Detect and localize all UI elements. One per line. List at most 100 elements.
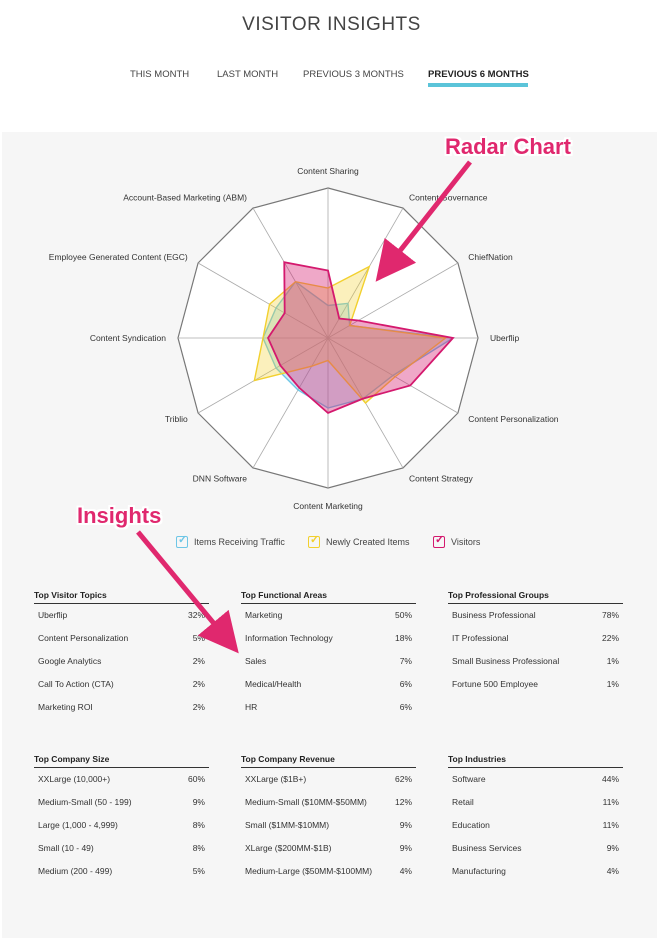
table-row: Uberflip 32%	[34, 604, 209, 627]
row-value: 11%	[602, 820, 619, 830]
radar-spoke	[197, 337, 329, 414]
radar-axis-label: Content Strategy	[409, 473, 474, 483]
radar-spoke	[197, 262, 329, 339]
radar-axis-label: Content Marketing	[293, 501, 363, 511]
table-top-company-size: Top Company Size XXLarge (10,000+) 60% Me…	[34, 754, 209, 883]
row-value: 8%	[192, 820, 205, 830]
legend-label: Items Receiving Traffic	[194, 537, 285, 547]
table-row: Medical/Health 6%	[241, 673, 416, 696]
row-label: Content Personalization	[38, 633, 129, 643]
row-value: 6%	[399, 702, 412, 712]
row-value: 9%	[192, 797, 205, 807]
table-row: Medium-Small ($10MM-$50MM) 12%	[241, 791, 416, 814]
row-value: 9%	[399, 843, 412, 853]
radar-chart-annotation: Radar Chart	[445, 134, 571, 159]
row-label: XXLarge ($1B+)	[245, 774, 307, 784]
table-row: Information Technology 18%	[241, 627, 416, 650]
radar-axis-label: Content Governance	[409, 193, 488, 203]
table-row: Medium-Small (50 - 199) 9%	[34, 791, 209, 814]
table-row: XLarge ($200MM-$1B) 9%	[241, 837, 416, 860]
legend-item-created[interactable]: Newly Created Items	[308, 533, 410, 548]
row-label: Small Business Professional	[452, 656, 560, 666]
legend-label: Newly Created Items	[326, 537, 410, 547]
legend-item-visitors[interactable]: Visitors	[433, 533, 480, 548]
page-title: VISITOR INSIGHTS	[242, 14, 421, 35]
row-label: Medium (200 - 499)	[38, 866, 113, 876]
table-title: Top Functional Areas	[241, 590, 416, 604]
row-label: Medical/Health	[245, 679, 302, 689]
table-row: Manufacturing 4%	[448, 860, 623, 883]
table-row: XXLarge (10,000+) 60%	[34, 768, 209, 791]
row-value: 2%	[192, 656, 205, 666]
row-value: 6%	[399, 679, 412, 689]
row-value: 12%	[394, 797, 412, 807]
row-value: 1%	[606, 679, 619, 689]
row-value: 4%	[606, 866, 619, 876]
table-top-industries: Top Industries Software 44% Retail 11% Edu…	[448, 754, 623, 883]
checkbox-icon[interactable]	[433, 533, 445, 548]
row-value: 32%	[187, 610, 205, 620]
row-value: 78%	[601, 610, 619, 620]
row-value: 44%	[601, 774, 619, 784]
row-label: Fortune 500 Employee	[452, 679, 538, 689]
table-title: Top Company Revenue	[241, 754, 416, 768]
row-label: Business Services	[452, 843, 522, 853]
table-title: Top Visitor Topics	[34, 590, 209, 604]
radar-axis-label: Content Syndication	[90, 333, 166, 343]
tab-previous-3-months[interactable]: PREVIOUS 3 MONTHS	[303, 69, 404, 80]
row-label: Call To Action (CTA)	[38, 679, 114, 689]
row-label: XLarge ($200MM-$1B)	[245, 843, 332, 853]
table-row: Business Services 9%	[448, 837, 623, 860]
radar-series-area	[266, 261, 455, 415]
row-value: 5%	[192, 633, 205, 643]
checkbox-icon[interactable]	[176, 533, 188, 548]
row-value: 7%	[399, 656, 412, 666]
table-title: Top Industries	[448, 754, 623, 768]
table-row: IT Professional 22%	[448, 627, 623, 650]
legend-item-traffic[interactable]: Items Receiving Traffic	[176, 533, 285, 548]
table-row: HR 6%	[241, 696, 416, 719]
table-top-company-revenue: Top Company Revenue XXLarge ($1B+) 62% Me…	[241, 754, 416, 883]
row-label: Sales	[245, 656, 267, 666]
row-value: 60%	[187, 774, 205, 784]
row-label: Uberflip	[38, 610, 68, 620]
table-row: Sales 7%	[241, 650, 416, 673]
row-label: IT Professional	[452, 633, 509, 643]
table-row: Small ($1MM-$10MM) 9%	[241, 814, 416, 837]
table-top-functional-areas: Top Functional Areas Marketing 50% Inform…	[241, 590, 416, 719]
row-label: Business Professional	[452, 610, 536, 620]
row-value: 9%	[399, 820, 412, 830]
active-tab-indicator	[428, 83, 528, 87]
table-row: Google Analytics 2%	[34, 650, 209, 673]
radar-axis-label: ChiefNation	[468, 252, 513, 262]
table-row: Fortune 500 Employee 1%	[448, 673, 623, 696]
tab-previous-6-months[interactable]: PREVIOUS 6 MONTHS	[428, 69, 529, 80]
insights-annotation: Insights	[77, 503, 162, 528]
table-top-visitor-topics: Top Visitor Topics Uberflip 32% Content P…	[34, 590, 209, 719]
row-label: Medium-Large ($50MM-$100MM)	[245, 866, 373, 876]
row-value: 50%	[394, 610, 412, 620]
row-value: 22%	[601, 633, 619, 643]
table-title: Top Professional Groups	[448, 590, 623, 604]
row-value: 11%	[602, 797, 619, 807]
row-label: Marketing ROI	[38, 702, 93, 712]
checkbox-icon[interactable]	[308, 533, 320, 548]
radar-axis-label: Content Sharing	[297, 166, 359, 176]
row-value: 8%	[192, 843, 205, 853]
radar-spoke	[252, 207, 329, 339]
radar-series-area	[253, 265, 448, 404]
tab-this-month[interactable]: THIS MONTH	[130, 69, 190, 80]
table-row: Medium-Large ($50MM-$100MM) 4%	[241, 860, 416, 883]
chart-legend: Items Receiving Traffic Newly Created It…	[0, 533, 663, 554]
row-label: Marketing	[245, 610, 283, 620]
time-range-tabs: THIS MONTH LAST MONTH PREVIOUS 3 MONTHS …	[0, 69, 663, 93]
row-label: Medium-Small ($10MM-$50MM)	[245, 797, 367, 807]
tab-last-month[interactable]: LAST MONTH	[217, 69, 279, 80]
table-row: Business Professional 78%	[448, 604, 623, 627]
row-value: 18%	[394, 633, 412, 643]
row-label: Education	[452, 820, 490, 830]
row-label: Retail	[452, 797, 474, 807]
radar-axis-label: Uberflip	[490, 333, 520, 343]
row-label: XXLarge (10,000+)	[38, 774, 111, 784]
radar-axis-label: Employee Generated Content (EGC)	[49, 252, 188, 262]
